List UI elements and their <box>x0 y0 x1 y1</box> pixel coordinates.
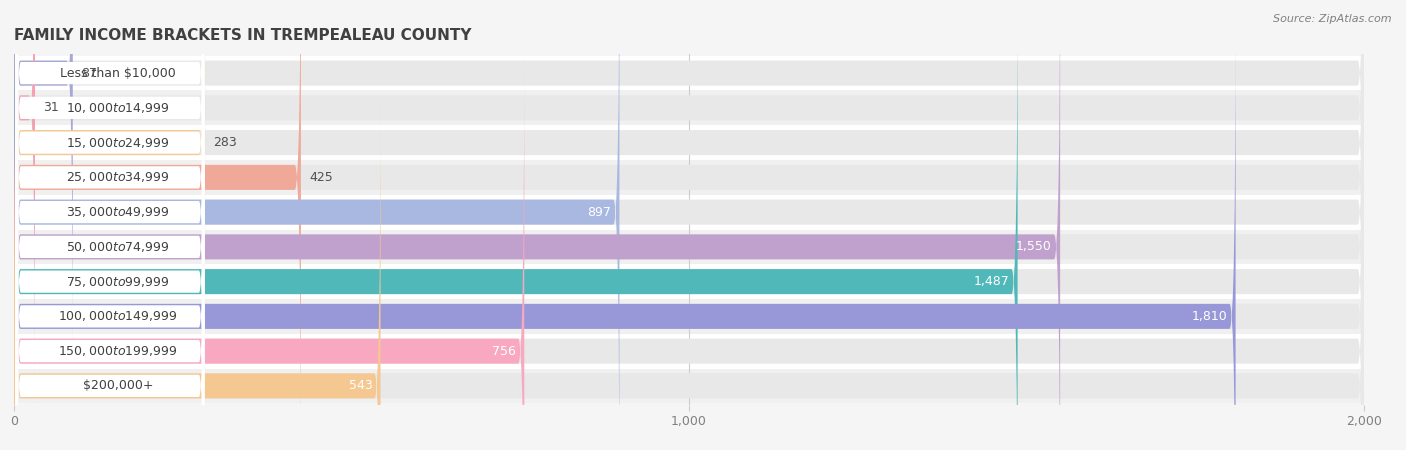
FancyBboxPatch shape <box>14 16 1364 450</box>
Text: $50,000 to $74,999: $50,000 to $74,999 <box>66 240 170 254</box>
Text: 897: 897 <box>588 206 612 219</box>
Text: Less than $10,000: Less than $10,000 <box>60 67 176 80</box>
FancyBboxPatch shape <box>14 334 1364 369</box>
Text: 543: 543 <box>349 379 373 392</box>
FancyBboxPatch shape <box>14 0 1364 450</box>
Text: 283: 283 <box>214 136 236 149</box>
FancyBboxPatch shape <box>14 299 1364 334</box>
FancyBboxPatch shape <box>14 86 381 450</box>
Text: $35,000 to $49,999: $35,000 to $49,999 <box>66 205 170 219</box>
FancyBboxPatch shape <box>14 0 1018 450</box>
FancyBboxPatch shape <box>14 0 35 408</box>
FancyBboxPatch shape <box>14 230 1364 264</box>
FancyBboxPatch shape <box>14 0 205 443</box>
FancyBboxPatch shape <box>14 51 524 450</box>
FancyBboxPatch shape <box>14 369 1364 403</box>
Text: 1,810: 1,810 <box>1192 310 1227 323</box>
Text: 1,487: 1,487 <box>974 275 1010 288</box>
FancyBboxPatch shape <box>14 0 1364 450</box>
FancyBboxPatch shape <box>15 0 204 450</box>
Text: $150,000 to $199,999: $150,000 to $199,999 <box>58 344 177 358</box>
Text: 31: 31 <box>44 101 59 114</box>
FancyBboxPatch shape <box>14 0 301 450</box>
Text: 425: 425 <box>309 171 333 184</box>
FancyBboxPatch shape <box>15 15 204 450</box>
FancyBboxPatch shape <box>15 84 204 450</box>
Text: $75,000 to $99,999: $75,000 to $99,999 <box>66 274 170 288</box>
FancyBboxPatch shape <box>14 0 1364 443</box>
FancyBboxPatch shape <box>15 0 204 444</box>
FancyBboxPatch shape <box>14 56 1364 90</box>
Text: $200,000+: $200,000+ <box>83 379 153 392</box>
FancyBboxPatch shape <box>14 0 1060 450</box>
FancyBboxPatch shape <box>14 0 1364 450</box>
FancyBboxPatch shape <box>14 0 1364 450</box>
Text: FAMILY INCOME BRACKETS IN TREMPEALEAU COUNTY: FAMILY INCOME BRACKETS IN TREMPEALEAU CO… <box>14 28 471 43</box>
Text: $15,000 to $24,999: $15,000 to $24,999 <box>66 135 170 149</box>
FancyBboxPatch shape <box>14 0 620 450</box>
Text: 87: 87 <box>82 67 97 80</box>
FancyBboxPatch shape <box>14 160 1364 195</box>
Text: 756: 756 <box>492 345 516 358</box>
FancyBboxPatch shape <box>14 86 1364 450</box>
FancyBboxPatch shape <box>15 0 204 410</box>
FancyBboxPatch shape <box>14 90 1364 125</box>
FancyBboxPatch shape <box>14 0 1364 408</box>
FancyBboxPatch shape <box>14 0 73 374</box>
Text: $25,000 to $34,999: $25,000 to $34,999 <box>66 171 170 184</box>
Text: 1,550: 1,550 <box>1017 240 1052 253</box>
Text: Source: ZipAtlas.com: Source: ZipAtlas.com <box>1274 14 1392 23</box>
FancyBboxPatch shape <box>15 119 204 450</box>
FancyBboxPatch shape <box>15 0 204 450</box>
Text: $10,000 to $14,999: $10,000 to $14,999 <box>66 101 170 115</box>
FancyBboxPatch shape <box>14 195 1364 230</box>
Text: $100,000 to $149,999: $100,000 to $149,999 <box>58 310 177 324</box>
FancyBboxPatch shape <box>14 0 1364 374</box>
FancyBboxPatch shape <box>14 264 1364 299</box>
FancyBboxPatch shape <box>15 0 204 340</box>
FancyBboxPatch shape <box>14 16 1236 450</box>
FancyBboxPatch shape <box>14 125 1364 160</box>
FancyBboxPatch shape <box>15 50 204 450</box>
FancyBboxPatch shape <box>15 0 204 375</box>
FancyBboxPatch shape <box>14 51 1364 450</box>
